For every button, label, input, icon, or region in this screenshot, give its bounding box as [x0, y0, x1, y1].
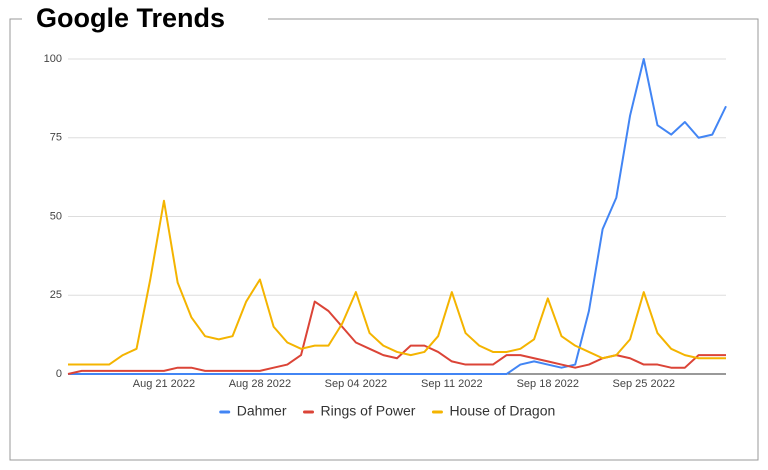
y-tick-label: 25 — [50, 289, 62, 301]
chart-frame — [9, 18, 759, 461]
series-line — [68, 58, 727, 375]
x-tick-label: Sep 25 2022 — [613, 378, 675, 390]
title-background — [22, 2, 268, 36]
y-tick-label: 100 — [44, 53, 62, 65]
y-tick-label: 0 — [56, 368, 62, 380]
legend-label: Dahmer — [237, 403, 287, 419]
y-tick-label: 75 — [50, 132, 62, 144]
series-line — [67, 300, 726, 375]
x-tick-label: Aug 21 2022 — [133, 378, 195, 390]
legend-label: House of Dragon — [449, 403, 555, 419]
x-tick-label: Aug 28 2022 — [229, 378, 291, 390]
x-tick-label: Sep 04 2022 — [325, 378, 387, 390]
series-line — [68, 199, 726, 366]
chart-title: Google Trends — [36, 3, 225, 33]
x-tick-label: Sep 11 2022 — [421, 378, 483, 390]
y-tick-label: 50 — [50, 210, 62, 222]
x-tick-label: Sep 18 2022 — [517, 378, 579, 390]
legend-label: Rings of Power — [321, 403, 416, 419]
